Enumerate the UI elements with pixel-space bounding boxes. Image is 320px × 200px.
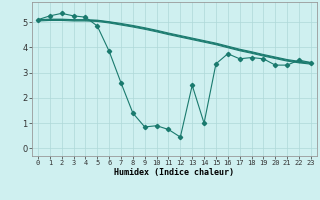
X-axis label: Humidex (Indice chaleur): Humidex (Indice chaleur) [115, 168, 234, 177]
